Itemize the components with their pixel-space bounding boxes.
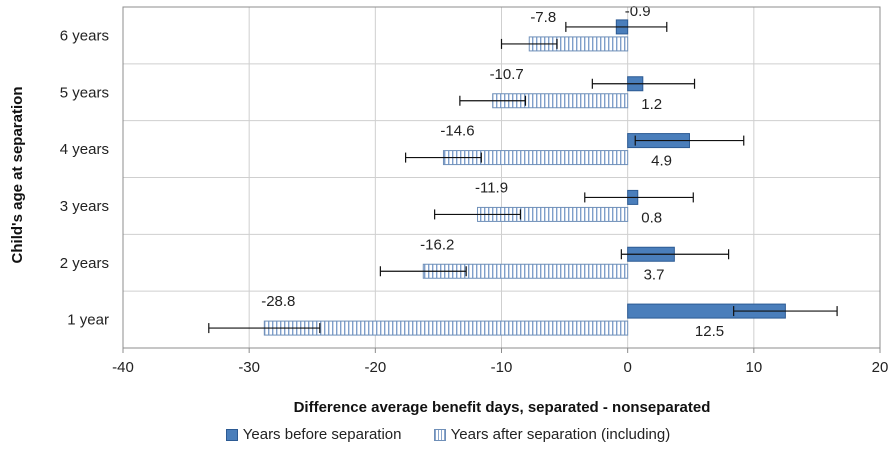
plot-border bbox=[122, 6, 881, 349]
bars bbox=[263, 19, 786, 336]
x-axis-title: Difference average benefit days, separat… bbox=[294, 399, 711, 416]
data-label: -14.6 bbox=[440, 123, 474, 140]
data-label: -7.8 bbox=[530, 9, 556, 26]
data-label: 1.2 bbox=[641, 96, 662, 113]
data-label: -0.9 bbox=[625, 3, 651, 20]
grid bbox=[122, 6, 881, 349]
legend-swatch-after bbox=[433, 428, 446, 441]
axes: -40 -30 -20 -10 0 10 20 6 years 5 years 4 years 3 … bbox=[60, 6, 889, 376]
y-category-label: 5 years bbox=[60, 84, 109, 101]
y-axis-title: Child's age at separation bbox=[9, 87, 26, 264]
data-label: 12.5 bbox=[695, 323, 724, 340]
x-tick-label: -40 bbox=[112, 359, 134, 376]
data-labels: -0.9 -7.8 1.2 -10.7 4.9 -14.6 0.8 -11.9 3.7 -16.2… bbox=[261, 3, 724, 340]
x-tick-label: -20 bbox=[364, 359, 386, 376]
legend-swatch-before bbox=[225, 428, 238, 441]
x-tick-label: 10 bbox=[745, 359, 762, 376]
y-category-label: 3 years bbox=[60, 198, 109, 215]
legend-label-after: Years after separation (including) bbox=[450, 426, 671, 443]
y-category-label: 6 years bbox=[60, 27, 109, 44]
legend: Years before separation Years after sepa… bbox=[0, 426, 896, 448]
data-label: -10.7 bbox=[490, 66, 524, 83]
x-tick-label: -10 bbox=[491, 359, 513, 376]
y-category-label: 2 years bbox=[60, 255, 109, 272]
data-label: -28.8 bbox=[261, 293, 295, 310]
data-label: -11.9 bbox=[475, 179, 508, 196]
x-tick-label: 0 bbox=[623, 359, 631, 376]
data-label: 0.8 bbox=[641, 209, 662, 226]
data-label: 4.9 bbox=[651, 153, 672, 170]
data-label: 3.7 bbox=[644, 266, 665, 283]
legend-item-after: Years after separation (including) bbox=[433, 426, 671, 443]
y-category-label: 1 year bbox=[67, 312, 109, 329]
y-category-label: 4 years bbox=[60, 141, 109, 158]
x-tick-label: -30 bbox=[238, 359, 260, 376]
error-bars bbox=[208, 21, 838, 334]
x-tick-label: 20 bbox=[872, 359, 889, 376]
data-label: -16.2 bbox=[420, 236, 454, 253]
legend-item-before: Years before separation bbox=[225, 426, 402, 443]
legend-label-before: Years before separation bbox=[242, 426, 402, 443]
